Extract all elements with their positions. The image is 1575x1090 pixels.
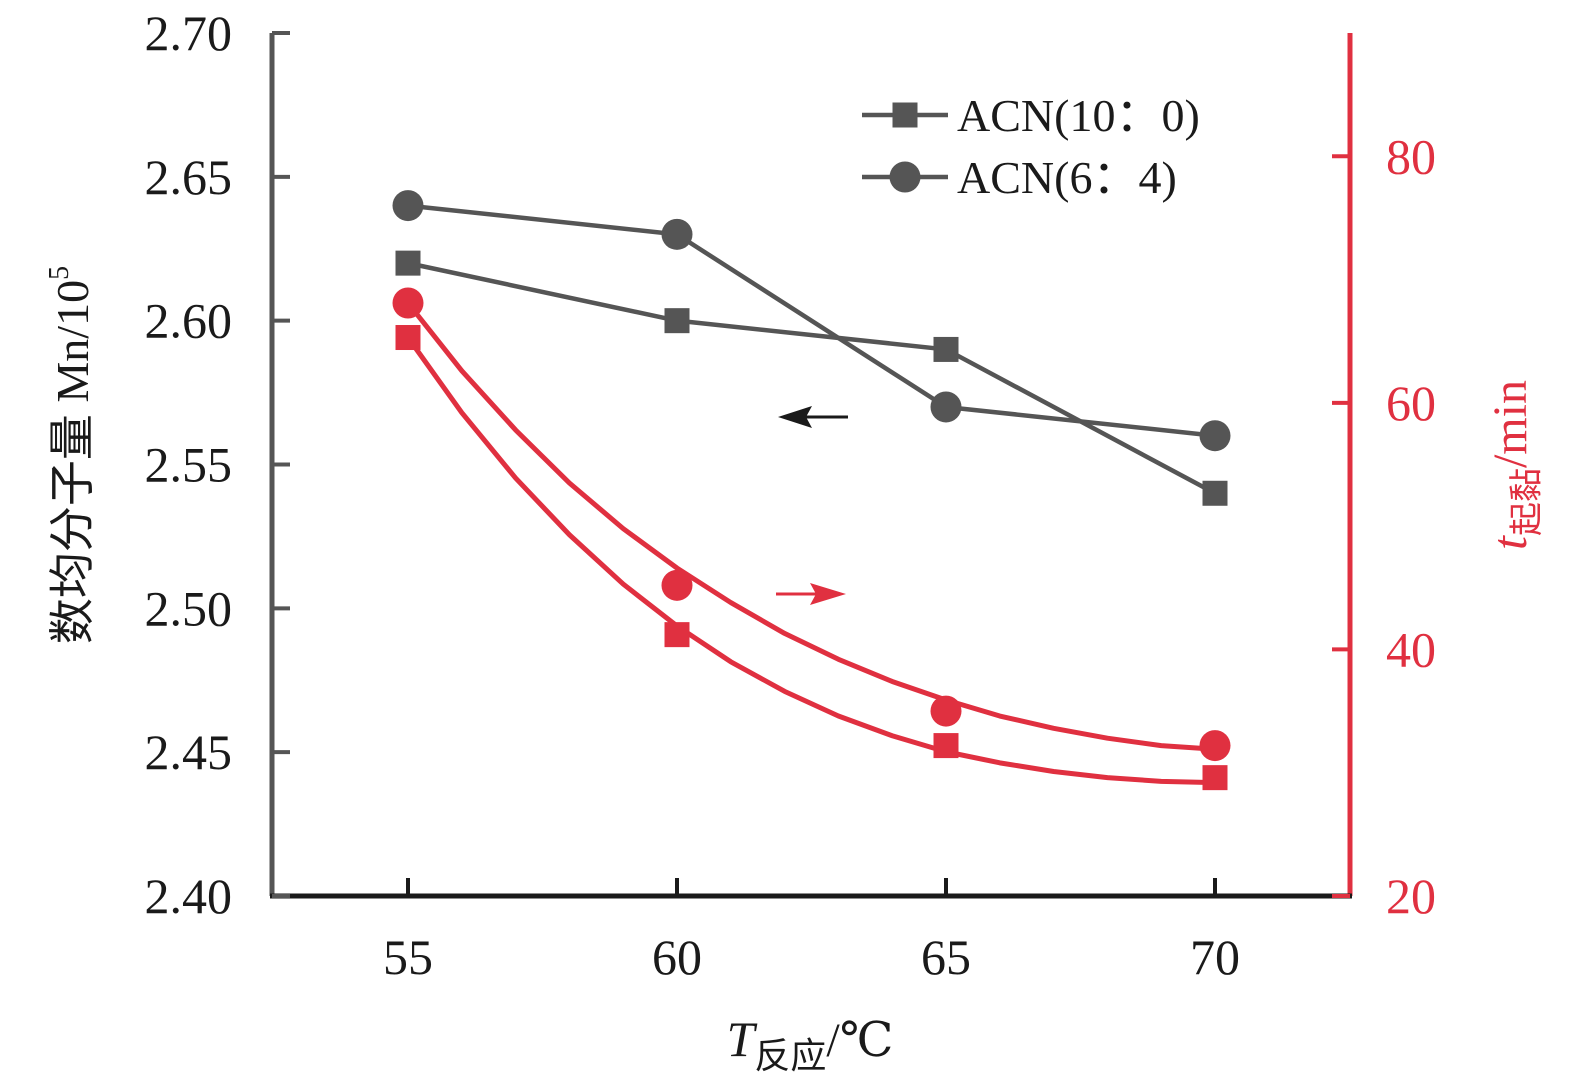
data-point bbox=[395, 250, 421, 276]
data-point bbox=[664, 308, 690, 334]
data-point bbox=[1202, 765, 1228, 791]
legend-label: ACN(10：0) bbox=[957, 90, 1200, 141]
x-tick-label: 55 bbox=[383, 929, 433, 985]
y-left-tick-label: 2.50 bbox=[145, 580, 233, 636]
y-left-tick-label: 2.60 bbox=[145, 293, 233, 349]
series-1 bbox=[395, 250, 1228, 506]
y-right-tick-label: 20 bbox=[1386, 868, 1436, 924]
y-right-tick-label: 40 bbox=[1386, 621, 1436, 677]
data-point bbox=[933, 336, 959, 362]
y-left-tick-label: 2.40 bbox=[145, 868, 233, 924]
data-point bbox=[661, 218, 693, 250]
data-point bbox=[1202, 480, 1228, 506]
x-tick-label: 60 bbox=[652, 929, 702, 985]
fit-curve-1 bbox=[405, 335, 1218, 786]
curve-layer bbox=[405, 300, 1218, 786]
legend-marker bbox=[892, 102, 918, 128]
data-point bbox=[1199, 420, 1231, 452]
series-2 bbox=[392, 190, 1231, 452]
y-left-tick-label: 2.70 bbox=[145, 5, 233, 61]
x-axis-title: T反应/℃ bbox=[727, 1011, 894, 1076]
data-point bbox=[664, 622, 690, 648]
data-point bbox=[930, 695, 962, 727]
arrow-right-head bbox=[810, 583, 846, 605]
data-point bbox=[392, 287, 424, 319]
x-tick-label: 65 bbox=[921, 929, 971, 985]
data-point bbox=[392, 190, 424, 222]
series-4 bbox=[392, 287, 1231, 762]
y-left-tick-label: 2.65 bbox=[145, 149, 233, 205]
annotation-layer bbox=[776, 406, 848, 605]
legend-marker bbox=[889, 161, 921, 193]
y-right-axis-title: t起黏/min bbox=[1481, 380, 1546, 550]
series-3 bbox=[395, 325, 1228, 791]
legend-label: ACN(6：4) bbox=[957, 152, 1177, 203]
data-point bbox=[933, 733, 959, 759]
y-left-axis-title: 数均分子量 Mn/105 bbox=[44, 266, 98, 644]
y-right-tick-label: 60 bbox=[1386, 375, 1436, 431]
series-line bbox=[407, 203, 1216, 438]
arrow-left-head bbox=[778, 406, 812, 428]
y-right-tick-label: 80 bbox=[1386, 128, 1436, 184]
data-point bbox=[1199, 730, 1231, 762]
y-left-tick-label: 2.45 bbox=[145, 724, 233, 780]
legend: ACN(10：0) ACN(6：4) bbox=[862, 90, 1200, 203]
fit-curve-2 bbox=[405, 300, 1218, 752]
y-left-tick-label: 2.55 bbox=[145, 437, 233, 493]
x-tick-label: 70 bbox=[1190, 929, 1240, 985]
data-point bbox=[395, 325, 421, 351]
axes-layer: 2.40 2.45 2.50 2.55 2.60 2.65 2.70 20 40 60 80 55 60… bbox=[44, 5, 1546, 1076]
data-point bbox=[930, 391, 962, 423]
series-line bbox=[407, 260, 1217, 496]
series-layer bbox=[392, 190, 1231, 791]
data-point bbox=[661, 569, 693, 601]
